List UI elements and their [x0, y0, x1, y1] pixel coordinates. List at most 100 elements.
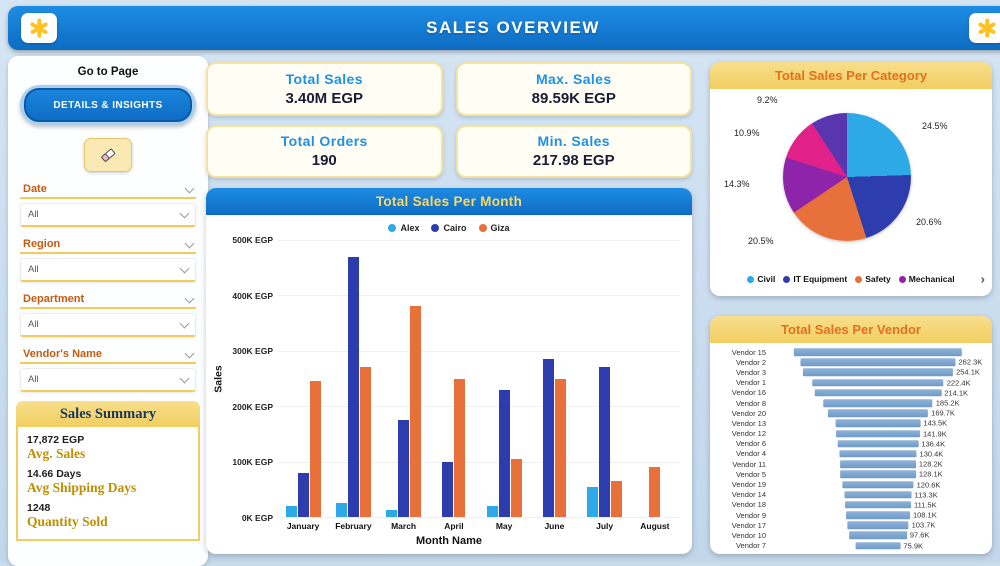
- funnel-bar[interactable]: [836, 429, 920, 438]
- filter-select-department[interactable]: All: [20, 313, 196, 337]
- legend-dot: [431, 224, 440, 232]
- bar-giza-april[interactable]: [454, 378, 466, 517]
- bar-giza-august[interactable]: [649, 467, 661, 517]
- filter-region: Region All: [20, 236, 196, 282]
- funnel-bar-zone: 103.7K: [770, 520, 986, 530]
- bar-giza-march[interactable]: [410, 306, 422, 517]
- legend-dot: [783, 275, 791, 283]
- legend-label: Alex: [400, 223, 420, 233]
- funnel-bar[interactable]: [823, 399, 933, 407]
- kpi-value: 89.59K EGP: [531, 89, 616, 107]
- details-insights-button[interactable]: DETAILS & INSIGHTS: [24, 88, 192, 122]
- vendor-name: Vendor 18: [731, 500, 766, 510]
- filter-select-region[interactable]: All: [20, 258, 196, 282]
- bar-cairo-march[interactable]: [398, 420, 410, 517]
- funnel-row: Vendor 10 97.6K: [716, 530, 986, 540]
- filter-header-department[interactable]: Department: [20, 291, 196, 309]
- filter-select-date[interactable]: All: [20, 203, 196, 227]
- bar-cairo-june[interactable]: [542, 359, 554, 517]
- funnel-bar[interactable]: [837, 440, 919, 448]
- vendor-name: Vendor 10: [731, 530, 766, 540]
- bar-cairo-february[interactable]: [347, 256, 359, 517]
- vendor-name: Vendor 12: [731, 429, 766, 439]
- bar-alex-july[interactable]: [587, 486, 599, 517]
- filter-header-region[interactable]: Region: [20, 236, 196, 254]
- filter-header-date[interactable]: Date: [20, 181, 196, 199]
- kpi-title: Total Orders: [280, 133, 368, 150]
- summary-label: Quantity Sold: [27, 514, 108, 529]
- vendor-name: Vendor 3: [735, 367, 766, 377]
- funnel-bar[interactable]: [800, 358, 956, 367]
- month-chart-title: Total Sales Per Month: [206, 188, 692, 215]
- chevron-down-icon: [179, 318, 190, 329]
- bar-group-may: [479, 240, 529, 517]
- details-button-frame: DETAILS & INSIGHTS: [20, 85, 196, 125]
- bar-alex-february[interactable]: [335, 503, 347, 517]
- funnel-bar-zone: 222.4K: [770, 378, 986, 388]
- filter-select-vendor-s-name[interactable]: All: [20, 368, 196, 392]
- clear-filters-button[interactable]: [84, 138, 132, 172]
- legend-label: Mechanical: [908, 274, 955, 284]
- bar-alex-march[interactable]: [386, 510, 398, 517]
- sales-per-month-card: Total Sales Per Month Alex Cairo Giza Sale…: [206, 188, 692, 554]
- bar-alex-may[interactable]: [486, 505, 498, 517]
- legend-more-arrow[interactable]: ›: [980, 271, 985, 287]
- vendor-value: 214.1K: [944, 388, 969, 398]
- vendor-name: Vendor 14: [731, 490, 766, 500]
- funnel-bar[interactable]: [812, 378, 944, 387]
- bar-giza-february[interactable]: [359, 367, 371, 517]
- bar-group-january: [278, 240, 328, 517]
- funnel-bar[interactable]: [844, 490, 912, 499]
- funnel-bar[interactable]: [840, 460, 916, 468]
- kpi-value: 217.98 EGP: [532, 152, 615, 170]
- funnel-bar[interactable]: [846, 511, 910, 519]
- vendor-name: Vendor 7: [735, 541, 766, 551]
- funnel-bar[interactable]: [849, 531, 907, 540]
- funnel-row: Vendor 20 169.7K: [716, 408, 986, 418]
- funnel-bar[interactable]: [845, 501, 911, 509]
- bar-giza-july[interactable]: [611, 481, 623, 517]
- bar-cairo-may[interactable]: [498, 389, 510, 517]
- bar-giza-may[interactable]: [510, 458, 522, 517]
- funnel-bar-zone: 141.9K: [770, 429, 986, 439]
- funnel-bar[interactable]: [855, 541, 901, 550]
- bar-giza-january[interactable]: [309, 381, 321, 517]
- funnel-bar-zone: 262.3K: [770, 357, 986, 367]
- filter-value: All: [28, 209, 39, 220]
- bar-cairo-january[interactable]: [297, 472, 309, 517]
- funnel-row: Vendor 14 113.3K: [716, 490, 986, 500]
- funnel-bar[interactable]: [814, 389, 942, 397]
- funnel-bar[interactable]: [842, 480, 914, 489]
- funnel-bar[interactable]: [835, 419, 921, 428]
- legend-item-alex[interactable]: Alex: [388, 223, 419, 233]
- funnel-bar[interactable]: [802, 368, 954, 377]
- funnel-row: Vendor 2 262.3K: [716, 357, 986, 367]
- legend-item-giza[interactable]: Giza: [478, 223, 510, 233]
- x-tick-label: January: [286, 521, 320, 531]
- category-pie[interactable]: [783, 113, 911, 241]
- funnel-bar[interactable]: [793, 348, 963, 356]
- funnel-row: Vendor 1 222.4K: [716, 378, 986, 388]
- bar-giza-june[interactable]: [554, 378, 566, 517]
- gridline: [278, 406, 680, 408]
- vendor-name: Vendor 4: [735, 449, 766, 459]
- filter-header-vendor-s-name[interactable]: Vendor's Name: [20, 346, 196, 364]
- bar-cairo-april[interactable]: [442, 461, 454, 517]
- bar-alex-january[interactable]: [285, 505, 297, 517]
- legend-item-it-equipment[interactable]: IT Equipment: [783, 274, 847, 284]
- legend-item-cairo[interactable]: Cairo: [431, 223, 467, 233]
- chevron-down-icon: [184, 348, 195, 358]
- funnel-bar[interactable]: [840, 470, 916, 479]
- vendor-value: 113.3K: [914, 490, 938, 500]
- x-tick-label: May: [495, 521, 513, 531]
- legend-item-mechanical[interactable]: Mechanical: [898, 274, 955, 284]
- legend-item-safety[interactable]: Safety: [855, 274, 891, 284]
- funnel-bar[interactable]: [839, 450, 917, 458]
- funnel-row: Vendor 16 214.1K: [716, 388, 986, 398]
- funnel-bar[interactable]: [827, 409, 929, 417]
- funnel-bar[interactable]: [847, 521, 909, 530]
- y-axis-title: Sales: [212, 240, 226, 518]
- funnel-bar-zone: 130.4K: [770, 449, 986, 459]
- legend-item-civil[interactable]: Civil: [747, 274, 775, 284]
- bar-cairo-july[interactable]: [599, 367, 611, 517]
